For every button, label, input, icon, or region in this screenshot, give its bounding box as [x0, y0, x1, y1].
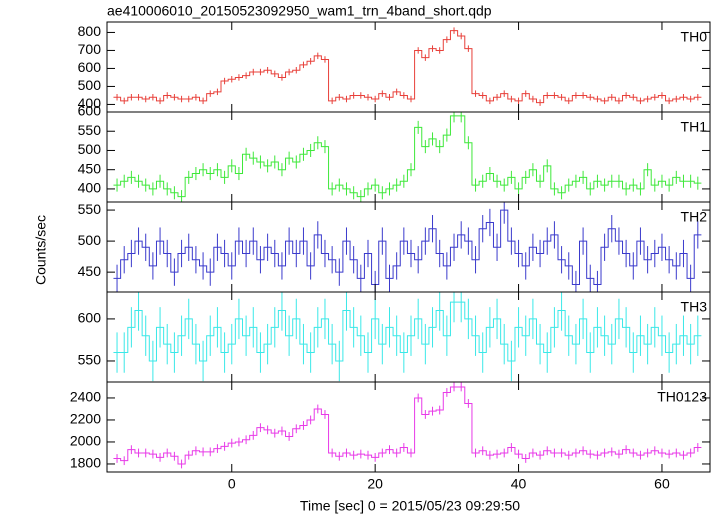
- step-line: [113, 30, 702, 104]
- x-tick-label: 0: [228, 476, 236, 492]
- panel-label: TH0123: [657, 389, 707, 405]
- x-axis-label: Time [sec] 0 = 2015/05/23 09:29:50: [300, 498, 520, 514]
- y-tick-label: 450: [78, 160, 102, 176]
- x-tick-label: 40: [511, 476, 527, 492]
- y-tick-label: 550: [78, 201, 102, 217]
- y-tick-label: 1800: [70, 455, 101, 471]
- panel-frame: [106, 291, 711, 383]
- x-tick-label: 20: [367, 476, 383, 492]
- y-tick-label: 500: [78, 141, 102, 157]
- y-tick-label: 2400: [70, 389, 101, 405]
- panel: [113, 27, 702, 106]
- panel: [113, 382, 702, 469]
- panel: [113, 202, 702, 292]
- y-tick-label: 700: [78, 41, 102, 57]
- panel-label: TH1: [681, 119, 708, 135]
- y-tick-label: 500: [78, 77, 102, 93]
- panel-frame: [106, 201, 711, 293]
- y-tick-label: 600: [78, 310, 102, 326]
- panel-frame: [106, 381, 711, 473]
- step-line: [113, 209, 702, 286]
- y-tick-label: 800: [78, 23, 102, 39]
- y-tick-label: 500: [78, 232, 102, 248]
- panel-frame: [106, 111, 711, 203]
- y-tick-label: 600: [78, 59, 102, 75]
- panel-label: TH0: [681, 29, 708, 45]
- y-tick-label: 400: [78, 180, 102, 196]
- y-tick-label: 550: [78, 122, 102, 138]
- panel-frame: [106, 21, 711, 113]
- panel: [113, 112, 702, 202]
- panel-label: TH3: [681, 299, 708, 315]
- step-line: [113, 386, 702, 465]
- step-line: [113, 301, 702, 362]
- y-tick-label: 2200: [70, 411, 101, 427]
- y-tick-label: 400: [78, 95, 102, 111]
- y-tick-label: 2000: [70, 433, 101, 449]
- step-line: [113, 115, 702, 198]
- y-tick-label: 450: [78, 263, 102, 279]
- y-axis-label: Counts/sec: [33, 215, 49, 285]
- y-tick-label: 600: [78, 103, 102, 119]
- y-tick-label: 550: [78, 352, 102, 368]
- x-tick-label: 60: [654, 476, 670, 492]
- panel: [113, 292, 702, 382]
- chart-title: ae410006010_20150523092950_wam1_trn_4ban…: [107, 3, 492, 19]
- panel-label: TH2: [681, 209, 708, 225]
